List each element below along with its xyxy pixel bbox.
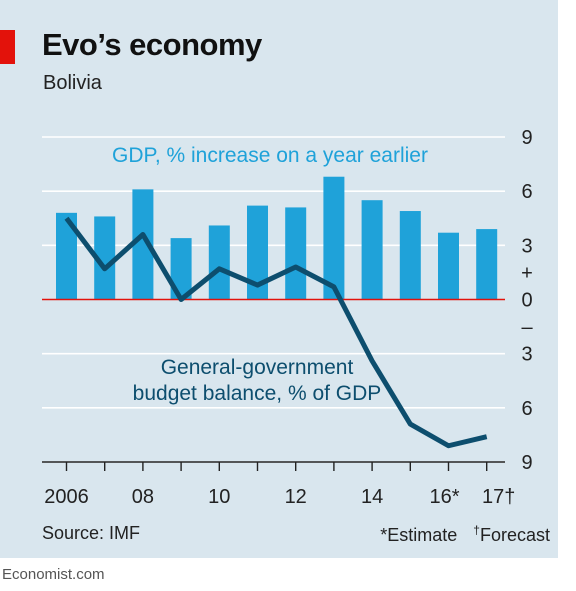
y-tick-label: – [521,317,533,339]
x-tick-label: 17† [482,486,515,508]
gdp-bar [285,207,307,300]
budget-line [64,216,488,449]
chart-panel [0,0,558,558]
footnotes: *Estimate †Forecast [364,523,550,546]
gdp-bar [208,225,230,300]
x-tick-label: 12 [285,486,307,508]
forecast-note: †Forecast [473,523,550,545]
x-tick-label: 16* [429,486,459,508]
forecast-mark: † [473,523,480,537]
gdp-series-label: GDP, % increase on a year earlier [112,144,428,167]
gdp-bar [170,238,192,300]
y-axis: 9 6 3 +0 – 3 6 9 [521,127,533,474]
gdp-bar [247,205,268,300]
y-tick-label: 6 [521,181,532,203]
forecast-note-text: Forecast [479,525,550,545]
budget-series-label-line2: budget balance, % of GDP [133,382,382,405]
budget-series-label-line1: General-government [161,356,354,379]
source-note: Source: IMF [42,523,141,543]
budget-balance-line [64,216,488,449]
gdp-bars [56,176,498,300]
y-tick-label: 3 [521,344,532,366]
gdp-bar [361,200,383,300]
estimate-note: *Estimate [380,525,458,545]
gdp-bar [476,229,498,300]
y-tick-label: 6 [521,398,532,420]
x-tick-label: 08 [132,486,154,508]
chart-subtitle: Bolivia [43,72,102,94]
gdp-bar [399,211,421,300]
y-tick-label: 9 [521,452,532,474]
gdp-bar [132,189,154,300]
gdp-bar [94,216,116,300]
brand-tag [0,30,15,64]
x-tick-label: 14 [361,486,383,508]
gdp-bar [323,176,345,300]
annotations: GDP, % increase on a year earlier General… [112,144,428,405]
x-tick-label: 2006 [44,486,89,508]
y-tick-label: + [521,262,533,284]
y-tick-label: 0 [521,290,532,312]
y-tick-label: 9 [521,127,532,149]
gdp-bar [438,232,459,300]
x-tick-label: 10 [208,486,230,508]
gdp-bar [56,212,77,300]
brand-footer: Economist.com [2,566,105,583]
x-axis: 2006 08 10 12 14 16* 17† [42,461,515,508]
chart-title: Evo’s economy [42,27,262,62]
y-tick-label: 3 [521,235,532,257]
